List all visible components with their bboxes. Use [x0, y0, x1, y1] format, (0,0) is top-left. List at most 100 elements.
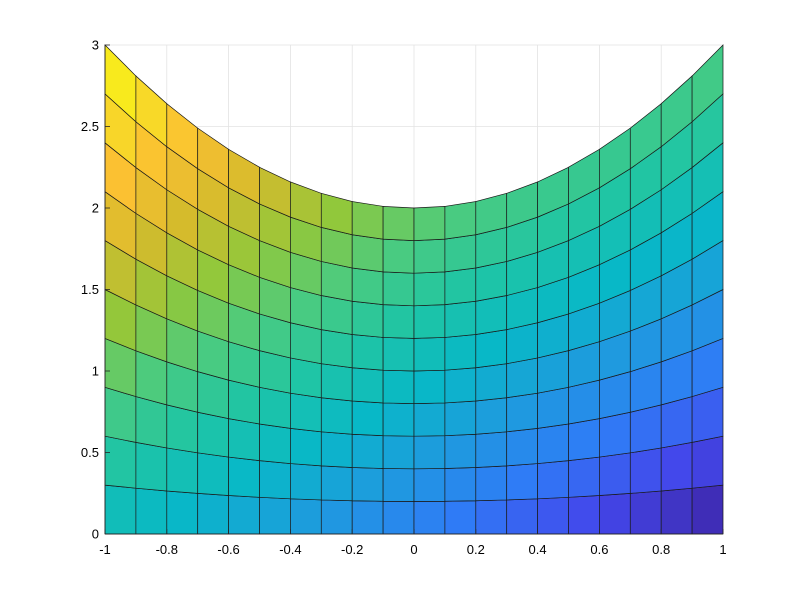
x-tick-labels: -1 -0.8 -0.6 -0.4 -0.2 0 0.2 0.4 0.6 0.8 1 — [99, 542, 726, 557]
mesh-cell — [382, 337, 415, 372]
mesh-cell — [413, 271, 446, 307]
mesh-cell — [660, 396, 693, 449]
mesh-cell — [259, 460, 291, 500]
x-tick-label: -1 — [99, 542, 111, 557]
mesh-cell — [506, 392, 538, 433]
mesh-cell — [351, 267, 384, 306]
mesh-cell — [444, 300, 477, 338]
mesh-cell — [475, 431, 508, 468]
mesh-cell — [382, 435, 415, 470]
mesh-cell — [475, 465, 508, 502]
mesh-cell — [351, 234, 384, 273]
x-tick-label: 0.8 — [652, 542, 670, 557]
mesh-cell — [259, 496, 291, 535]
mesh-cell — [320, 295, 353, 335]
mesh-cell — [413, 402, 446, 437]
x-tick-label: -0.6 — [217, 542, 239, 557]
mesh-cell — [413, 304, 446, 339]
mesh-cell — [475, 295, 508, 335]
mesh-cell — [629, 447, 662, 494]
mesh-cell — [691, 435, 724, 489]
axes — [104, 44, 724, 535]
mesh-cell — [320, 329, 353, 369]
mesh-cell — [444, 500, 477, 535]
mesh-cell — [166, 404, 199, 454]
mesh-cell — [506, 357, 538, 399]
x-tick-label: -0.4 — [279, 542, 301, 557]
y-tick-label: 0.5 — [81, 445, 99, 460]
mesh-cell — [135, 487, 168, 535]
mesh-cell — [228, 418, 260, 462]
mesh-cell — [382, 402, 415, 437]
mesh-cell — [537, 496, 569, 535]
mesh-cell — [290, 427, 322, 467]
mesh-cell — [351, 467, 384, 502]
mesh-cell — [320, 363, 353, 402]
mesh-cell — [444, 234, 477, 273]
mesh-cell — [320, 431, 353, 468]
mesh-cell — [599, 411, 631, 458]
x-tick-label: -0.8 — [156, 542, 178, 557]
mesh-cell — [537, 423, 569, 464]
mesh-cell — [691, 484, 724, 535]
mesh-cell — [475, 329, 508, 369]
mesh-cell — [320, 499, 353, 535]
mesh-cell — [351, 500, 384, 535]
mesh-cell — [351, 433, 384, 469]
mesh-cell — [444, 201, 477, 240]
mesh-cell — [104, 386, 137, 443]
mesh-cell — [382, 500, 415, 535]
mesh-cell — [444, 267, 477, 306]
mesh-cell — [413, 435, 446, 470]
mesh-cell — [568, 418, 600, 462]
mesh-cell — [382, 238, 415, 274]
mesh-cell — [537, 386, 569, 429]
mesh-cell — [444, 400, 477, 437]
mesh-cell — [413, 238, 446, 274]
mesh-cell — [382, 271, 415, 307]
mesh-cell — [228, 456, 260, 498]
mesh-cell — [475, 499, 508, 535]
mesh-cell — [382, 369, 415, 404]
mesh-cell — [599, 452, 631, 496]
mesh-cell — [506, 463, 538, 501]
mesh-cell — [351, 400, 384, 437]
mesh-cell — [568, 379, 600, 425]
mesh-cell — [537, 460, 569, 500]
mesh-cell — [506, 427, 538, 467]
mesh-cell — [197, 411, 229, 458]
y-tick-label: 1 — [92, 364, 99, 379]
y-tick-label: 0 — [92, 527, 99, 542]
mesh-cell — [660, 487, 693, 535]
mesh-cell — [197, 452, 229, 496]
mesh-cell — [475, 397, 508, 435]
y-tick-label: 2.5 — [81, 119, 99, 134]
mesh-cell — [290, 392, 322, 433]
mesh-cell — [660, 441, 693, 492]
mesh-cell — [382, 206, 415, 241]
mesh-cell — [629, 404, 662, 454]
mesh-cell — [104, 484, 137, 535]
y-tick-label: 2 — [92, 201, 99, 216]
mesh-cell — [629, 490, 662, 535]
x-tick-label: 0.6 — [590, 542, 608, 557]
mesh-cell — [320, 192, 353, 236]
mesh-cell — [382, 468, 415, 502]
mesh-cell — [290, 498, 322, 535]
mesh-cell — [290, 357, 322, 399]
mesh-cell — [444, 367, 477, 404]
mesh-cell — [320, 397, 353, 435]
y-tick-label: 3 — [92, 38, 99, 53]
x-tick-label: 0.4 — [529, 542, 547, 557]
mesh-cell — [444, 467, 477, 502]
mesh-cell — [351, 367, 384, 404]
mesh-cell — [568, 456, 600, 498]
mesh-cell — [228, 379, 260, 425]
mesh-cell — [320, 465, 353, 502]
x-tick-label: 0.2 — [467, 542, 485, 557]
mesh-cell — [475, 363, 508, 402]
x-tick-label: 0 — [410, 542, 417, 557]
mesh-cell — [259, 386, 291, 429]
mesh-cell — [413, 369, 446, 404]
